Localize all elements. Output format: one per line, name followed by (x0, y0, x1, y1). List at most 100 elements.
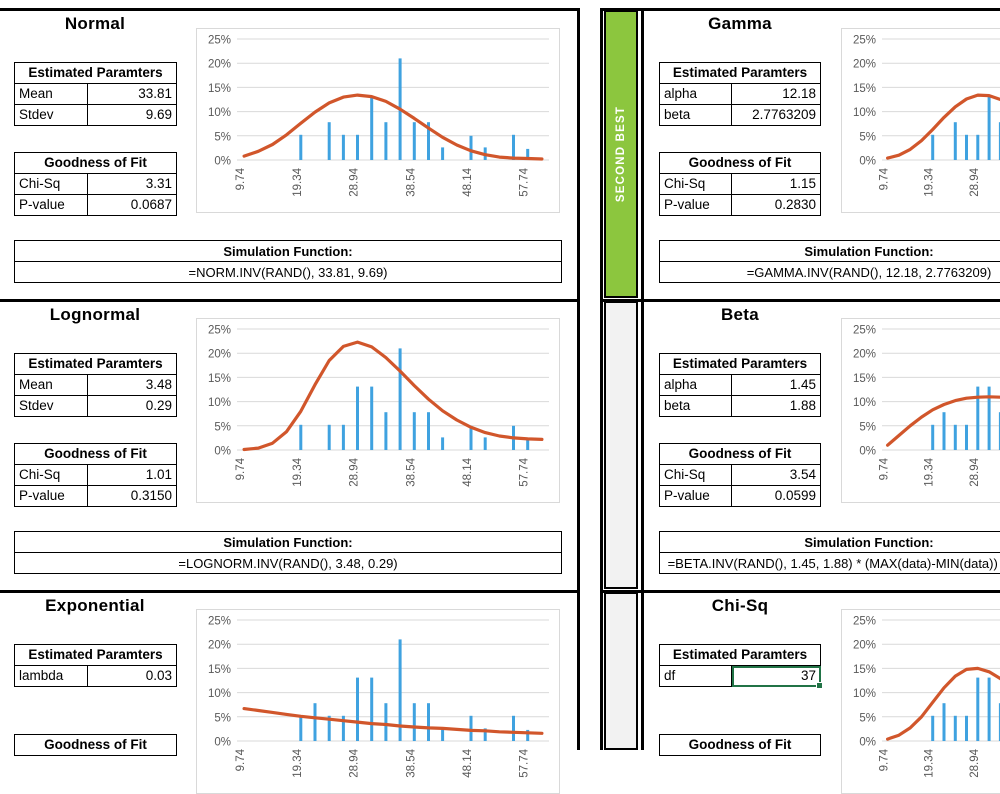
fit-value-P-value[interactable]: 0.0599 (732, 486, 821, 507)
estimated-parameters-header: Estimated Paramters (660, 645, 821, 666)
svg-text:5%: 5% (859, 131, 876, 143)
param-value-beta[interactable]: 1.88 (732, 396, 821, 417)
fit-name-P-value[interactable]: P-value (15, 486, 88, 507)
fit-value-P-value[interactable]: 0.3150 (87, 486, 176, 507)
fit-value-Chi-Sq[interactable]: 1.15 (732, 174, 821, 195)
svg-text:19.34: 19.34 (292, 167, 304, 196)
fit-value-P-value[interactable]: 0.0687 (87, 195, 176, 216)
divider-left-top (0, 8, 580, 11)
svg-text:19.34: 19.34 (292, 457, 304, 486)
svg-text:25%: 25% (853, 616, 876, 628)
table-row: Chi-Sq 1.01 (15, 465, 177, 486)
svg-text:20%: 20% (853, 640, 876, 652)
param-name-beta[interactable]: beta (660, 396, 732, 417)
goodness-of-fit-header: Goodness of Fit (15, 444, 177, 465)
simulation-function-box-lognormal: Simulation Function: =LOGNORM.INV(RAND()… (14, 531, 562, 574)
param-name-Stdev[interactable]: Stdev (15, 396, 88, 417)
simulation-function-box-gamma: Simulation Function: =GAMMA.INV(RAND(), … (659, 240, 1000, 283)
fit-value-Chi-Sq[interactable]: 3.54 (732, 465, 821, 486)
param-name-alpha[interactable]: alpha (660, 375, 732, 396)
fit-value-P-value[interactable]: 0.2830 (732, 195, 821, 216)
svg-text:19.34: 19.34 (924, 167, 936, 196)
fit-name-P-value[interactable]: P-value (660, 486, 732, 507)
simulation-function-header: Simulation Function: (15, 532, 562, 553)
fit-name-Chi-Sq[interactable]: Chi-Sq (660, 174, 732, 195)
panel-title-lognormal: Lognormal (0, 305, 190, 325)
svg-text:9.74: 9.74 (879, 457, 891, 480)
svg-text:0%: 0% (214, 446, 231, 458)
svg-text:28.94: 28.94 (969, 457, 981, 486)
estimated-parameters-header: Estimated Paramters (15, 645, 177, 666)
panel-title-chisq: Chi-Sq (645, 596, 835, 616)
param-value-beta[interactable]: 2.7763209 (732, 105, 821, 126)
panel-title-beta: Beta (645, 305, 835, 325)
estimated-parameters-table-lognormal: Estimated Paramters Mean 3.48 Stdev 0.29 (14, 353, 177, 417)
table-row: P-value 0.2830 (660, 195, 821, 216)
svg-text:10%: 10% (208, 688, 231, 700)
goodness-of-fit-table-beta: Goodness of Fit Chi-Sq 3.54 P-value 0.05… (659, 443, 821, 507)
divider-right-top (600, 8, 1000, 11)
svg-text:10%: 10% (853, 397, 876, 409)
simulation-function-box-beta: Simulation Function: =BETA.INV(RAND(), 1… (659, 531, 1000, 574)
param-value-Mean[interactable]: 3.48 (87, 375, 176, 396)
simulation-function-formula[interactable]: =LOGNORM.INV(RAND(), 3.48, 0.29) (15, 553, 562, 574)
svg-text:15%: 15% (208, 83, 231, 95)
goodness-of-fit-header: Goodness of Fit (15, 153, 177, 174)
simulation-function-header: Simulation Function: (660, 241, 1000, 262)
divider-right-mid2 (600, 590, 1000, 593)
param-value-alpha[interactable]: 12.18 (732, 84, 821, 105)
fit-value-Chi-Sq[interactable]: 3.31 (87, 174, 176, 195)
table-row: alpha 12.18 (660, 84, 821, 105)
estimated-parameters-header: Estimated Paramters (660, 63, 821, 84)
param-name-beta[interactable]: beta (660, 105, 732, 126)
param-value-Stdev[interactable]: 0.29 (87, 396, 176, 417)
panel-title-normal: Normal (0, 14, 190, 34)
fit-name-Chi-Sq[interactable]: Chi-Sq (15, 465, 88, 486)
svg-text:20%: 20% (853, 59, 876, 71)
svg-text:9.74: 9.74 (879, 167, 891, 190)
simulation-function-header: Simulation Function: (660, 532, 1000, 553)
fit-value-Chi-Sq[interactable]: 1.01 (87, 465, 176, 486)
param-value-Mean[interactable]: 33.81 (87, 84, 176, 105)
goodness-of-fit-header: Goodness of Fit (660, 153, 821, 174)
fit-name-P-value[interactable]: P-value (660, 195, 732, 216)
param-name-Stdev[interactable]: Stdev (15, 105, 88, 126)
param-value-lambda[interactable]: 0.03 (87, 666, 176, 687)
svg-text:5%: 5% (859, 421, 876, 433)
simulation-function-formula[interactable]: =BETA.INV(RAND(), 1.45, 1.88) * (MAX(dat… (660, 553, 1000, 574)
fit-name-P-value[interactable]: P-value (15, 195, 88, 216)
svg-text:0%: 0% (859, 737, 876, 749)
fit-name-Chi-Sq[interactable]: Chi-Sq (660, 465, 732, 486)
simulation-function-formula[interactable]: =GAMMA.INV(RAND(), 12.18, 2.7763209) (660, 262, 1000, 283)
table-row: df 37 (660, 666, 821, 687)
divider-right-left-edge (600, 8, 603, 750)
param-name-Mean[interactable]: Mean (15, 375, 88, 396)
param-name-df[interactable]: df (660, 666, 732, 687)
divider-left-right-edge (577, 8, 580, 750)
panel-title-gamma: Gamma (645, 14, 835, 34)
param-name-lambda[interactable]: lambda (15, 666, 88, 687)
goodness-of-fit-table-gamma: Goodness of Fit Chi-Sq 1.15 P-value 0.28… (659, 152, 821, 216)
table-row: Stdev 9.69 (15, 105, 177, 126)
goodness-of-fit-header: Goodness of Fit (660, 735, 821, 756)
param-name-alpha[interactable]: alpha (660, 84, 732, 105)
table-row: Chi-Sq 1.15 (660, 174, 821, 195)
svg-text:57.74: 57.74 (519, 167, 531, 196)
simulation-function-formula[interactable]: =NORM.INV(RAND(), 33.81, 9.69) (15, 262, 562, 283)
param-name-Mean[interactable]: Mean (15, 84, 88, 105)
param-value-df[interactable]: 37 (732, 666, 821, 687)
histogram-chart-beta[interactable]: 0%5%10%15%20%25%9.7419.3428.9438.5448.14… (841, 318, 1000, 503)
param-value-alpha[interactable]: 1.45 (732, 375, 821, 396)
fit-name-Chi-Sq[interactable]: Chi-Sq (15, 174, 88, 195)
svg-text:25%: 25% (853, 325, 876, 337)
histogram-chart-chisq[interactable]: 0%5%10%15%20%25%9.7419.3428.9438.5448.14… (841, 609, 1000, 794)
divider-left-mid2 (0, 590, 580, 593)
table-row: P-value 0.3150 (15, 486, 177, 507)
param-value-Stdev[interactable]: 9.69 (87, 105, 176, 126)
svg-text:15%: 15% (853, 83, 876, 95)
svg-text:28.94: 28.94 (349, 167, 361, 196)
histogram-chart-gamma[interactable]: 0%5%10%15%20%25%9.7419.3428.9438.5448.14… (841, 28, 1000, 213)
